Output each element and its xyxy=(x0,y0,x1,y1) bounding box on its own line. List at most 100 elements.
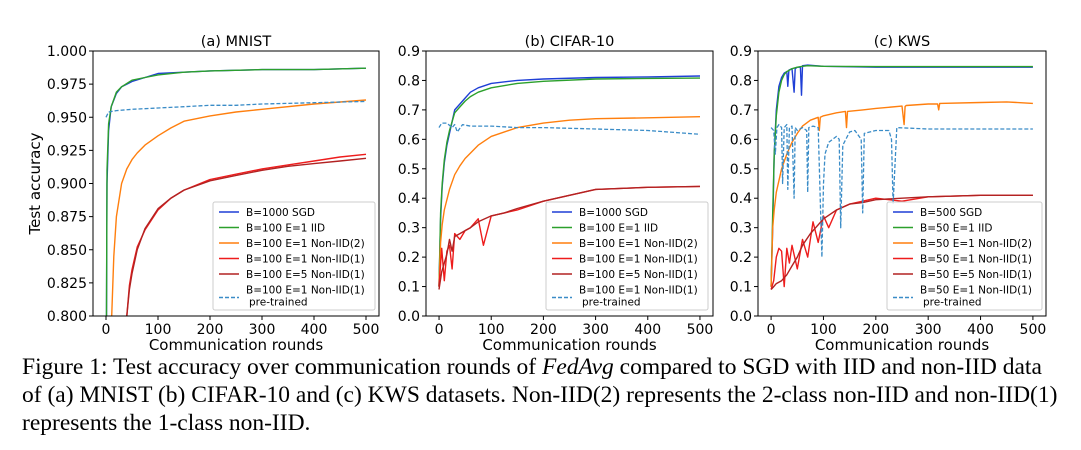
series-line-5 xyxy=(770,123,1033,258)
y-tick-label: 0.825 xyxy=(47,276,87,292)
legend-label-line2: pre-trained xyxy=(582,297,641,309)
y-tick-label: 0.9 xyxy=(730,44,752,60)
x-tick-label: 0 xyxy=(767,322,776,338)
y-tick-label: 0.850 xyxy=(47,243,87,259)
legend-label: B=100 E=1 Non-IID(1) xyxy=(246,285,365,297)
legend-label: B=100 E=1 Non-IID(1) xyxy=(579,254,698,266)
y-tick-label: 0.4 xyxy=(730,191,752,207)
panel-title: (c) KWS xyxy=(874,34,930,50)
legend-label: B=50 E=1 Non-IID(1) xyxy=(920,254,1032,266)
y-tick-label: 1.000 xyxy=(47,44,87,60)
legend-label: B=100 E=1 IID xyxy=(579,223,658,235)
legend-label-line2: pre-trained xyxy=(249,297,308,309)
legend-label: B=100 E=1 Non-IID(2) xyxy=(246,238,365,250)
legend: B=1000 SGD B=100 E=1 IID B=100 E=1 Non-IID… xyxy=(212,201,376,311)
series-line-2 xyxy=(438,116,701,287)
y-tick-label: 0.900 xyxy=(47,177,87,193)
series-line-1 xyxy=(438,77,701,287)
series-line-1 xyxy=(770,64,1033,287)
y-axis-title: Test accuracy xyxy=(26,132,44,235)
x-tick-label: 200 xyxy=(530,322,557,338)
x-tick-label: 100 xyxy=(478,322,505,338)
x-tick-label: 400 xyxy=(301,322,328,338)
y-tick-label: 0.975 xyxy=(47,77,87,93)
y-tick-label: 0.3 xyxy=(730,221,752,237)
x-tick-label: 200 xyxy=(197,322,224,338)
x-tick-label: 300 xyxy=(582,322,609,338)
legend-box xyxy=(886,201,1043,311)
x-tick-label: 500 xyxy=(353,322,380,338)
x-tick-label: 300 xyxy=(249,322,276,338)
panel-title: (b) CIFAR-10 xyxy=(525,34,615,50)
x-tick-label: 100 xyxy=(810,322,837,338)
legend-label: B=100 E=5 Non-IID(1) xyxy=(579,269,698,281)
y-tick-label: 0.0 xyxy=(730,309,752,325)
series-line-3 xyxy=(770,194,1033,290)
caption-prefix: Figure 1: Test accuracy over communicati… xyxy=(22,354,542,380)
x-axis-title: Communication rounds xyxy=(815,336,990,352)
legend-label: B=100 E=5 Non-IID(1) xyxy=(246,269,365,281)
legend-label: B=50 E=5 Non-IID(1) xyxy=(920,269,1032,281)
panel-2: 0 100 200 300 400 500 0.0 0.1 0.2 0.3 0.4 0.5 0.6 0.7… xyxy=(730,34,1047,352)
legend-label: B=50 E=1 Non-IID(2) xyxy=(920,238,1032,250)
x-axis-title: Communication rounds xyxy=(482,336,657,352)
legend-label: B=100 E=1 Non-IID(1) xyxy=(246,254,365,266)
x-tick-label: 0 xyxy=(435,322,444,338)
figure-caption: Figure 1: Test accuracy over communicati… xyxy=(22,353,1062,437)
legend-label: B=100 E=1 Non-IID(1) xyxy=(579,285,698,297)
x-tick-label: 500 xyxy=(1020,322,1047,338)
axes-frame xyxy=(757,50,1047,317)
x-tick-label: 500 xyxy=(687,322,714,338)
figure: 0 100 200 300 400 5000.8000.8250.8500.8750.90… xyxy=(26,34,1047,352)
y-tick-label: 0.9 xyxy=(398,44,420,60)
series-line-1 xyxy=(105,67,367,316)
panel-0: 0 100 200 300 400 500 0.800 0.825 0.850 0.875 0.90… xyxy=(26,34,380,352)
x-tick-label: 400 xyxy=(967,322,994,338)
x-axis-title: Communication rounds xyxy=(149,336,324,352)
legend: B=1000 SGD B=100 E=1 IID B=100 E=1 Non-IID… xyxy=(545,201,709,311)
y-tick-label: 0.800 xyxy=(47,309,87,325)
y-tick-label: 0.7 xyxy=(730,103,752,119)
y-tick-label: 0.2 xyxy=(398,250,420,266)
caption-math: FedAvg xyxy=(542,354,614,380)
series-group xyxy=(770,64,1033,290)
series-line-2 xyxy=(111,99,367,316)
legend-label: B=100 E=1 Non-IID(2) xyxy=(579,238,698,250)
y-tick-label: 0.7 xyxy=(398,103,420,119)
legend-label: B=100 E=1 IID xyxy=(246,223,325,235)
legend-label: B=1000 SGD xyxy=(246,207,315,219)
x-tick-label: 200 xyxy=(862,322,889,338)
y-tick-label: 0.4 xyxy=(398,191,420,207)
series-group xyxy=(438,75,701,290)
x-tick-label: 400 xyxy=(634,322,661,338)
y-tick-label: 0.950 xyxy=(47,110,87,126)
y-tick-label: 0.3 xyxy=(398,221,420,237)
y-tick-label: 0.5 xyxy=(730,162,752,178)
caption-suffix: compared to SGD with IID and non-IID dat… xyxy=(22,354,1058,436)
legend-label: B=1000 SGD xyxy=(579,207,648,219)
series-line-5 xyxy=(105,100,367,118)
y-tick-label: 0.875 xyxy=(47,210,87,226)
x-tick-label: 100 xyxy=(145,322,172,338)
legend-box xyxy=(545,201,709,311)
y-tick-label: 0.8 xyxy=(398,73,420,89)
y-tick-label: 0.6 xyxy=(398,132,420,148)
legend-box xyxy=(212,201,376,311)
series-group xyxy=(105,67,367,316)
legend-label-line2: pre-trained xyxy=(923,297,982,309)
series-line-5 xyxy=(438,122,701,135)
y-tick-label: 0.6 xyxy=(730,132,752,148)
legend-label: B=500 SGD xyxy=(920,207,982,219)
y-tick-label: 0.2 xyxy=(730,250,752,266)
legend: B=500 SGD B=50 E=1 IID B=50 E=1 Non-IID(2)… xyxy=(886,201,1043,311)
panel-title: (a) MNIST xyxy=(201,34,272,50)
y-tick-label: 0.1 xyxy=(398,280,420,296)
y-tick-label: 0.0 xyxy=(398,309,420,325)
y-tick-label: 0.1 xyxy=(730,280,752,296)
series-line-4 xyxy=(126,157,367,316)
series-line-4 xyxy=(438,185,701,290)
legend-label: B=50 E=1 Non-IID(1) xyxy=(920,285,1032,297)
y-tick-label: 0.8 xyxy=(730,73,752,89)
axes-frame xyxy=(425,50,714,317)
legend-label: B=50 E=1 IID xyxy=(920,223,992,235)
